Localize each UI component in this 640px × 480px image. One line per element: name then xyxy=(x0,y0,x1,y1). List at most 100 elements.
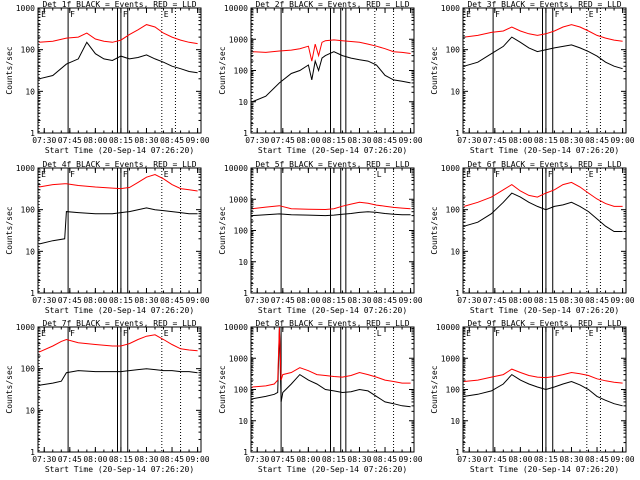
event-marker-label: F xyxy=(495,10,500,19)
event-marker-label: F xyxy=(555,10,560,19)
x-tick-label: 08:30 xyxy=(347,455,371,464)
y-axis-label: Counts/sec xyxy=(430,206,439,254)
y-axis-label: Counts/sec xyxy=(218,46,227,94)
y-tick-label: 10 xyxy=(238,258,248,267)
y-tick-label: 1 xyxy=(30,448,35,457)
x-tick-label: 07:45 xyxy=(58,296,82,305)
x-tick-label: 08:15 xyxy=(534,296,558,305)
x-axis-label: Start Time (20-Sep-14 07:26:20) xyxy=(470,146,619,155)
x-tick-label: 07:45 xyxy=(271,296,295,305)
event-marker-label: F xyxy=(70,10,75,19)
event-marker-label: E xyxy=(466,10,471,19)
event-marker-label: L xyxy=(377,170,382,179)
y-tick-label: 1000 xyxy=(16,323,35,332)
plot-frame xyxy=(462,7,627,134)
y-tick-label: 10000 xyxy=(436,323,460,332)
x-tick-label: 08:00 xyxy=(83,136,107,145)
series-lld-line xyxy=(38,334,198,353)
y-tick-label: 1 xyxy=(243,448,248,457)
series-events-line xyxy=(251,51,411,103)
x-tick-label: 09:00 xyxy=(399,136,423,145)
x-tick-label: 07:45 xyxy=(58,455,82,464)
event-marker-label: F xyxy=(555,329,560,338)
x-tick-label: 08:15 xyxy=(534,455,558,464)
x-axis-label: Start Time (20-Sep-14 07:26:20) xyxy=(470,465,619,474)
x-tick-label: 07:45 xyxy=(58,136,82,145)
x-tick-label: 09:00 xyxy=(611,455,635,464)
x-tick-label: 08:00 xyxy=(83,455,107,464)
y-tick-label: 100 xyxy=(234,67,249,76)
event-marker-label: F xyxy=(123,10,128,19)
x-tick-label: 09:00 xyxy=(186,296,210,305)
panel-title: Det 8f BLACK = Events, RED = LLD xyxy=(255,319,409,328)
x-tick-label: 08:00 xyxy=(296,296,320,305)
panel-title: Det 9f BLACK = Events, RED = LLD xyxy=(467,319,621,328)
x-tick-label: 08:30 xyxy=(559,296,583,305)
event-marker-label: E xyxy=(164,329,169,338)
y-tick-label: 100 xyxy=(446,386,461,395)
x-tick-label: 08:45 xyxy=(585,136,609,145)
x-tick-label: 07:30 xyxy=(245,455,269,464)
x-tick-label: 08:45 xyxy=(373,136,397,145)
x-axis-label: Start Time (20-Sep-14 07:26:20) xyxy=(45,306,194,315)
y-tick-label: 1 xyxy=(455,129,460,138)
y-tick-label: 1000 xyxy=(441,354,460,363)
series-events-line xyxy=(39,368,198,386)
x-tick-label: 07:30 xyxy=(245,136,269,145)
plot-frame xyxy=(250,167,415,294)
x-tick-label: 08:45 xyxy=(373,455,397,464)
y-tick-label: 100 xyxy=(446,46,461,55)
y-tick-label: 1000 xyxy=(229,354,248,363)
y-tick-label: 1 xyxy=(243,129,248,138)
event-marker-label: E xyxy=(589,170,594,179)
x-tick-label: 08:00 xyxy=(508,296,532,305)
event-marker-label: F xyxy=(123,170,128,179)
x-tick-label: 08:30 xyxy=(134,136,158,145)
x-tick-label: 08:45 xyxy=(160,296,184,305)
x-tick-label: 08:00 xyxy=(296,455,320,464)
y-tick-label: 10 xyxy=(25,87,35,96)
x-tick-label: 07:45 xyxy=(483,296,507,305)
x-tick-label: 08:45 xyxy=(585,296,609,305)
event-marker-label: E xyxy=(466,329,471,338)
plot-frame xyxy=(250,7,415,134)
y-tick-label: 1 xyxy=(243,289,248,298)
event-marker-label: F xyxy=(123,329,128,338)
y-tick-label: 10 xyxy=(450,247,460,256)
y-tick-label: 100 xyxy=(234,227,249,236)
y-axis-label: Counts/sec xyxy=(5,365,14,413)
x-tick-label: 09:00 xyxy=(186,136,210,145)
x-tick-label: 08:15 xyxy=(109,296,133,305)
event-marker-label: E xyxy=(41,170,46,179)
series-lld-line xyxy=(464,368,623,384)
series-events-line xyxy=(463,192,623,232)
series-lld-line xyxy=(464,24,623,42)
event-marker-label: F xyxy=(70,329,75,338)
y-tick-label: 100 xyxy=(234,386,249,395)
plot-frame xyxy=(37,167,202,294)
y-tick-label: 100 xyxy=(21,365,36,374)
x-tick-label: 08:30 xyxy=(559,136,583,145)
x-tick-label: 08:00 xyxy=(83,296,107,305)
event-marker-label: F xyxy=(495,329,500,338)
y-tick-label: 10000 xyxy=(224,4,248,13)
y-tick-label: 10 xyxy=(238,98,248,107)
panel-title: Det 1f BLACK = Events, RED = LLD xyxy=(42,0,196,9)
y-axis-label: Counts/sec xyxy=(218,206,227,254)
x-tick-label: 08:15 xyxy=(322,296,346,305)
plot-frame xyxy=(462,167,627,294)
x-tick-label: 07:45 xyxy=(483,136,507,145)
x-tick-label: 07:30 xyxy=(457,455,481,464)
series-events-line xyxy=(463,36,623,70)
x-tick-label: 08:45 xyxy=(160,136,184,145)
panel-title: Det 4f BLACK = Events, RED = LLD xyxy=(42,160,196,169)
x-tick-label: 08:15 xyxy=(109,455,133,464)
y-tick-label: 10000 xyxy=(224,323,248,332)
x-tick-label: 08:45 xyxy=(160,455,184,464)
y-tick-label: 100 xyxy=(21,46,36,55)
